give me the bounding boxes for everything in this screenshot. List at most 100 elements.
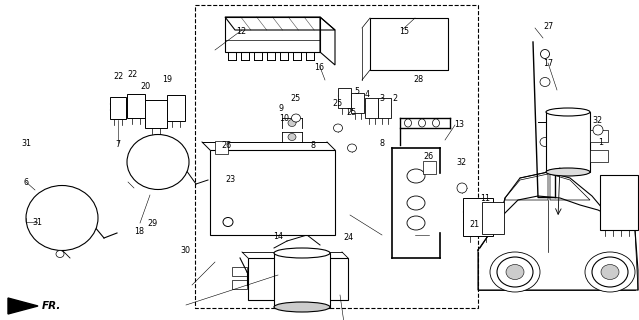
Bar (600, 175, 638, 230)
Bar (167, 95, 185, 121)
Bar (319, 215, 330, 227)
Bar (277, 215, 289, 227)
Ellipse shape (348, 144, 357, 152)
Text: 12: 12 (236, 27, 247, 36)
Text: 9: 9 (279, 104, 284, 113)
Ellipse shape (139, 145, 177, 179)
Text: 25: 25 (346, 108, 357, 116)
Bar (195, 5, 478, 308)
Text: 21: 21 (469, 220, 479, 228)
Text: 13: 13 (454, 120, 464, 129)
Text: 32: 32 (592, 116, 603, 125)
Bar (423, 161, 436, 174)
Ellipse shape (540, 77, 550, 86)
Ellipse shape (404, 119, 412, 127)
Bar (604, 181, 616, 192)
Ellipse shape (56, 251, 64, 258)
Text: 4: 4 (365, 90, 370, 99)
Ellipse shape (457, 183, 467, 193)
Bar (546, 112, 590, 172)
Ellipse shape (54, 211, 70, 225)
Bar (215, 141, 228, 154)
Ellipse shape (541, 50, 550, 59)
Text: 3: 3 (380, 94, 385, 103)
Bar (210, 150, 335, 235)
Bar (256, 158, 268, 170)
Text: 8: 8 (311, 141, 316, 150)
Bar (620, 211, 632, 222)
Text: 17: 17 (543, 59, 553, 68)
Ellipse shape (288, 119, 296, 126)
Bar (215, 215, 226, 227)
Bar (620, 181, 632, 192)
Ellipse shape (407, 169, 425, 183)
Bar (319, 158, 330, 170)
Text: FR.: FR. (42, 301, 61, 311)
Ellipse shape (427, 165, 433, 171)
Ellipse shape (40, 198, 84, 238)
Bar (590, 130, 608, 142)
Ellipse shape (546, 108, 590, 116)
Bar (248, 258, 348, 300)
Text: 25: 25 (290, 94, 300, 103)
Bar (378, 98, 391, 118)
Text: 15: 15 (399, 27, 409, 36)
Bar (604, 196, 616, 207)
Bar (232, 280, 247, 289)
Bar (277, 187, 289, 198)
Text: 7: 7 (116, 140, 121, 149)
Ellipse shape (506, 265, 524, 279)
Bar (298, 158, 310, 170)
Bar (235, 158, 247, 170)
Ellipse shape (26, 186, 98, 251)
Bar (298, 215, 310, 227)
Bar (283, 263, 311, 295)
Ellipse shape (413, 174, 419, 178)
Ellipse shape (334, 124, 343, 132)
Ellipse shape (497, 257, 533, 287)
Bar (145, 100, 167, 128)
Text: 29: 29 (147, 219, 157, 228)
Text: 31: 31 (22, 139, 32, 148)
Bar (215, 187, 226, 198)
Bar (253, 263, 281, 295)
Bar (351, 93, 364, 113)
Ellipse shape (291, 114, 300, 122)
Text: 11: 11 (481, 194, 491, 203)
Ellipse shape (407, 196, 425, 210)
Polygon shape (8, 298, 38, 314)
Text: 19: 19 (162, 75, 173, 84)
Text: 1: 1 (598, 138, 603, 147)
Text: 25: 25 (332, 99, 343, 108)
Ellipse shape (288, 133, 296, 140)
Ellipse shape (585, 252, 635, 292)
Ellipse shape (433, 119, 440, 127)
Bar (235, 215, 247, 227)
Text: 2: 2 (392, 94, 397, 103)
Bar (127, 94, 145, 118)
Bar (365, 98, 378, 118)
Bar (319, 187, 330, 198)
Text: 5: 5 (354, 87, 359, 96)
Text: 27: 27 (543, 22, 553, 31)
Text: 10: 10 (279, 114, 289, 123)
Ellipse shape (274, 248, 330, 258)
Bar (274, 253, 330, 308)
Text: 23: 23 (225, 175, 235, 184)
Text: 24: 24 (343, 233, 353, 242)
Bar (604, 211, 616, 222)
Ellipse shape (223, 218, 233, 227)
Ellipse shape (220, 146, 224, 150)
Text: 26: 26 (222, 141, 232, 150)
Ellipse shape (540, 138, 550, 147)
Text: 22: 22 (128, 70, 138, 79)
Bar (620, 196, 632, 207)
Bar (235, 187, 247, 198)
Text: 8: 8 (380, 139, 385, 148)
Bar (110, 97, 126, 119)
Ellipse shape (546, 168, 590, 176)
Ellipse shape (151, 156, 165, 168)
Ellipse shape (490, 252, 540, 292)
Text: 18: 18 (134, 227, 144, 236)
Bar (482, 202, 504, 234)
